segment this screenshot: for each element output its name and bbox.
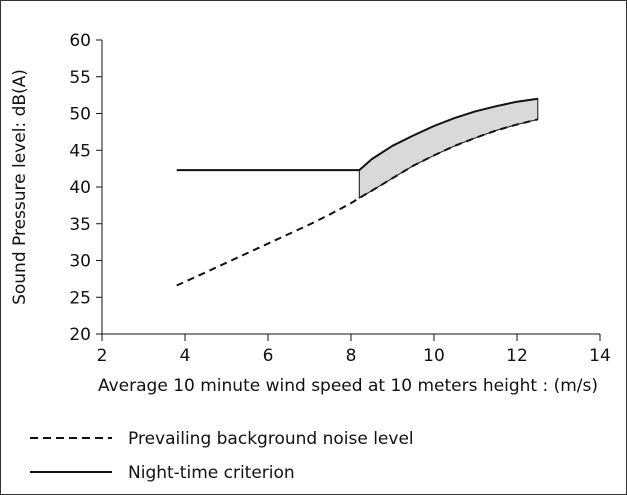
y-tick-label: 25	[69, 288, 91, 308]
legend-label-background: Prevailing background noise level	[128, 429, 414, 449]
y-tick-label: 50	[69, 105, 91, 125]
x-tick-label: 14	[589, 346, 611, 366]
y-axis-label: Sound Pressure level: dB(A)	[10, 69, 30, 305]
night-time-criterion-line	[176, 97, 538, 172]
y-tick-label: 20	[69, 325, 91, 345]
legend-label-criterion: Night-time criterion	[128, 463, 295, 483]
x-tick-label: 6	[263, 346, 274, 366]
x-tick-label: 10	[423, 346, 445, 366]
background-noise-line	[176, 118, 539, 287]
axes	[96, 39, 601, 341]
series-layer	[176, 97, 539, 287]
y-tick-label: 40	[69, 178, 91, 198]
legend: Prevailing background noise level Night-…	[30, 429, 414, 483]
y-tick-label: 45	[69, 141, 91, 161]
x-tick-label: 2	[97, 346, 108, 366]
x-tick-label: 12	[506, 346, 528, 366]
y-tick-label: 35	[69, 215, 91, 235]
y-tick-label: 55	[69, 68, 91, 88]
x-tick-label: 4	[180, 346, 191, 366]
tick-labels: 2 4 6 8 10 12 14 20 25 30 35 40 45 50 55 60	[69, 31, 610, 366]
y-tick-label: 30	[69, 252, 91, 272]
y-tick-label: 60	[69, 31, 91, 51]
x-axis-label: Average 10 minute wind speed at 10 meter…	[98, 376, 598, 396]
x-tick-label: 8	[346, 346, 357, 366]
